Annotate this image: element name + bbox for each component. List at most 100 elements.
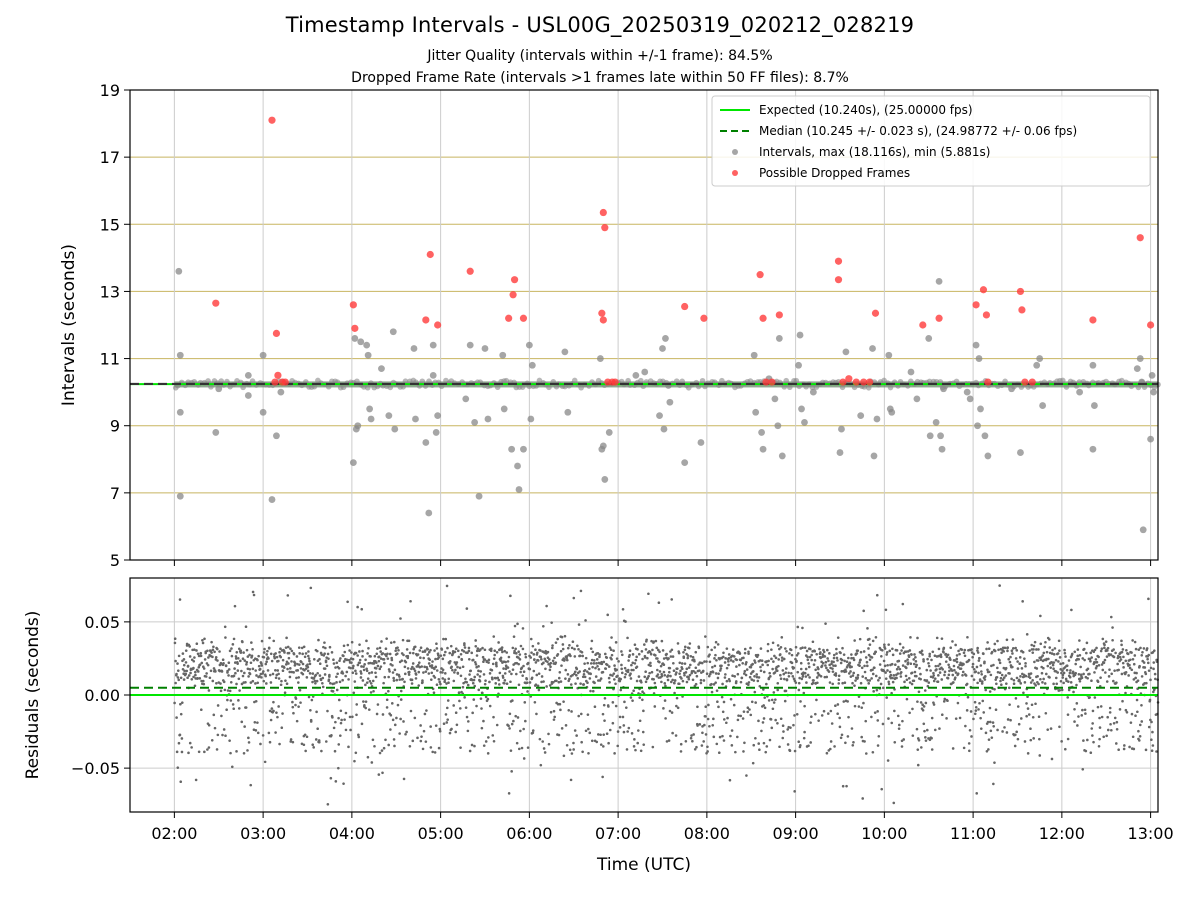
- residual-point: [591, 650, 595, 654]
- interval-point: [244, 392, 252, 399]
- residual-point: [955, 660, 959, 664]
- residual-point: [1130, 712, 1134, 716]
- residual-point: [319, 678, 323, 682]
- residual-point: [987, 738, 991, 741]
- residual-point: [917, 738, 921, 742]
- residual-point: [215, 647, 219, 651]
- residual-point: [364, 700, 368, 703]
- interval-point: [391, 425, 399, 433]
- residual-point: [974, 670, 978, 673]
- residual-point: [749, 646, 752, 650]
- residual-point: [1088, 657, 1092, 661]
- residual-point: [807, 744, 810, 748]
- residual-point: [688, 642, 692, 645]
- residual-point: [1062, 671, 1066, 675]
- interval-point: [885, 351, 893, 359]
- residual-point: [1134, 647, 1138, 651]
- residual-point: [782, 730, 785, 733]
- residual-point: [437, 746, 441, 750]
- residual-point: [629, 677, 633, 680]
- residual-point: [760, 659, 764, 663]
- residual-point: [1089, 659, 1092, 663]
- residual-point: [516, 716, 520, 719]
- residual-point: [246, 749, 249, 752]
- residual-point: [445, 721, 449, 724]
- residual-point: [216, 659, 219, 662]
- residual-point: [1112, 721, 1116, 725]
- dropped-frame-point: [852, 378, 860, 386]
- residual-point: [701, 669, 705, 673]
- residual-point: [1091, 709, 1095, 713]
- residual-point: [1031, 651, 1035, 654]
- residual-point: [1105, 649, 1109, 652]
- interval-point: [926, 432, 934, 440]
- residual-point: [820, 714, 824, 717]
- residual-point: [971, 665, 974, 669]
- residual-point: [487, 661, 490, 664]
- residual-point: [870, 715, 873, 719]
- residual-point: [367, 646, 370, 650]
- residual-point: [291, 740, 295, 744]
- residual-point: [321, 685, 325, 689]
- residual-point: [208, 676, 212, 680]
- residual-point: [919, 701, 923, 704]
- residual-point: [300, 646, 304, 650]
- residual-point: [273, 656, 277, 660]
- residual-point: [265, 682, 268, 685]
- residual-point: [328, 673, 331, 677]
- residual-point: [541, 740, 544, 743]
- residual-point: [776, 644, 780, 647]
- residual-point: [622, 730, 626, 734]
- residual-point: [844, 741, 847, 745]
- residual-point: [711, 670, 715, 674]
- residual-point: [540, 657, 543, 661]
- residual-point: [808, 676, 811, 679]
- residual-point: [922, 658, 925, 661]
- residual-point: [572, 596, 576, 600]
- interval-point: [366, 405, 374, 413]
- residual-point: [380, 640, 383, 643]
- residual-point: [956, 672, 960, 676]
- residual-point: [986, 720, 990, 724]
- residual-point: [445, 584, 449, 588]
- residual-point: [923, 729, 926, 733]
- residual-point: [1111, 638, 1114, 642]
- residual-point: [286, 594, 290, 597]
- residual-point: [904, 666, 908, 670]
- residual-point: [966, 695, 970, 699]
- residual-point: [518, 658, 522, 661]
- residual-point: [278, 650, 281, 654]
- residual-point: [238, 689, 241, 692]
- residual-point: [413, 669, 417, 673]
- residual-point: [880, 787, 884, 791]
- residual-point: [807, 662, 810, 665]
- residual-point: [245, 660, 249, 664]
- residual-point: [602, 745, 605, 748]
- residual-point: [338, 659, 341, 663]
- residual-point: [766, 642, 770, 646]
- residual-point: [1057, 660, 1060, 663]
- residual-point: [878, 663, 882, 666]
- residual-point: [826, 648, 829, 652]
- residual-point: [722, 700, 726, 704]
- residual-point: [229, 699, 233, 702]
- residual-point: [886, 669, 889, 672]
- residual-point: [1044, 711, 1048, 715]
- residual-point: [1051, 648, 1054, 652]
- residual-point: [443, 680, 446, 684]
- residual-point: [538, 737, 542, 741]
- residual-point: [348, 715, 352, 719]
- residual-point: [980, 680, 984, 683]
- residual-point: [1148, 698, 1152, 702]
- residual-point: [395, 716, 398, 720]
- residual-point: [595, 658, 599, 661]
- residual-point: [670, 598, 674, 601]
- residual-point: [343, 650, 347, 654]
- residual-point: [502, 667, 505, 670]
- residual-point: [822, 650, 826, 654]
- residual-point: [1145, 647, 1149, 650]
- residual-point: [629, 672, 632, 676]
- residual-point: [435, 683, 439, 687]
- interval-point: [666, 398, 674, 406]
- residual-point: [814, 712, 817, 716]
